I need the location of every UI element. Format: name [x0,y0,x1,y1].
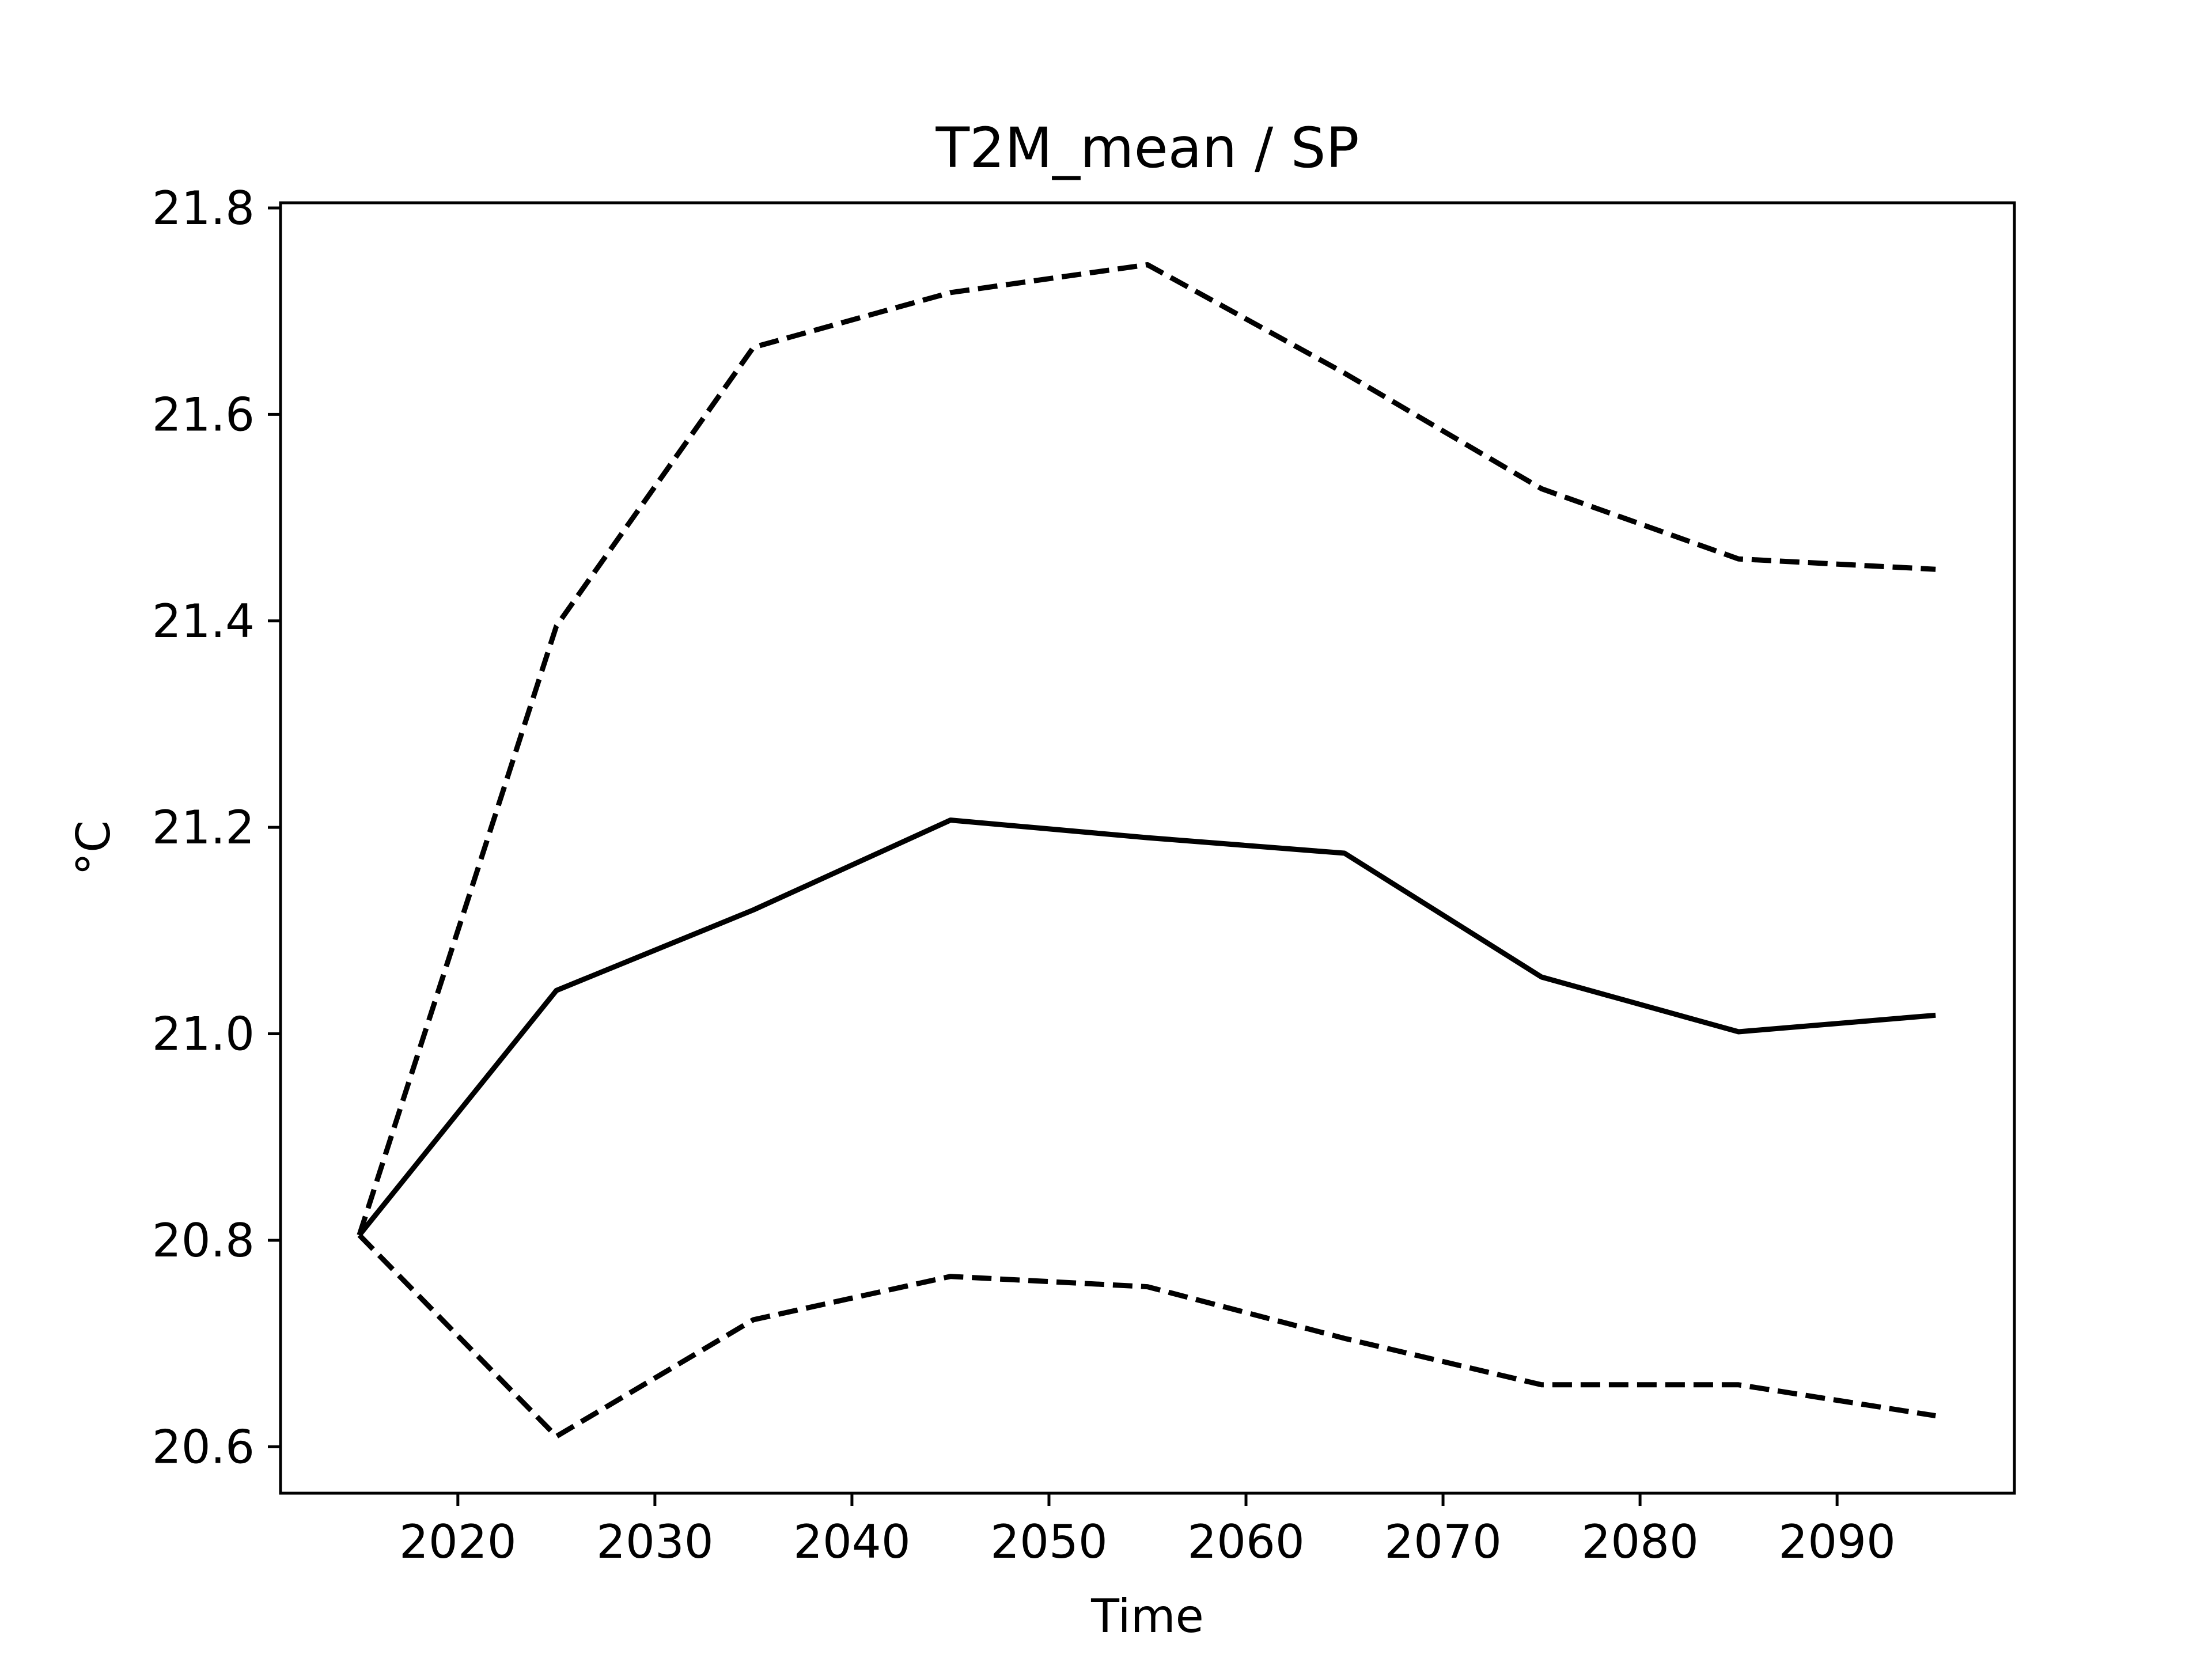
y-tick-label: 20.8 [152,1214,255,1267]
y-axis: 20.6 20.8 21.0 21.2 21.4 21.6 21.8 [152,181,281,1474]
x-tick-label: 2080 [1581,1515,1699,1569]
y-tick-label: 21.6 [152,388,255,441]
x-tick-label: 2070 [1384,1515,1502,1569]
y-tick-label: 21.2 [152,801,255,854]
y-tick-label: 21.8 [152,181,255,235]
x-tick-label: 2050 [990,1515,1108,1569]
x-tick-label: 2020 [399,1515,517,1569]
x-tick-label: 2090 [1778,1515,1896,1569]
x-axis: 2020 2030 2040 2050 2060 2070 2080 2090 [399,1493,1896,1569]
dashed-series-line-2 [357,1233,1936,1439]
x-tick-label: 2030 [596,1515,714,1569]
x-tick-label: 2040 [793,1515,911,1569]
dashed-series-line-0 [357,262,1936,1236]
y-tick-label: 20.6 [152,1420,255,1474]
x-axis-label: Time [1090,1589,1204,1643]
y-tick-label: 21.0 [152,1008,255,1061]
y-axis-label: °C [67,820,120,876]
series-group [357,262,1936,1439]
y-tick-label: 21.4 [152,595,255,648]
solid-series-line-1 [357,817,1936,1237]
plot-area-frame [279,201,2016,1495]
chart-title: T2M_mean / SP [935,116,1359,180]
x-tick-label: 2060 [1187,1515,1305,1569]
